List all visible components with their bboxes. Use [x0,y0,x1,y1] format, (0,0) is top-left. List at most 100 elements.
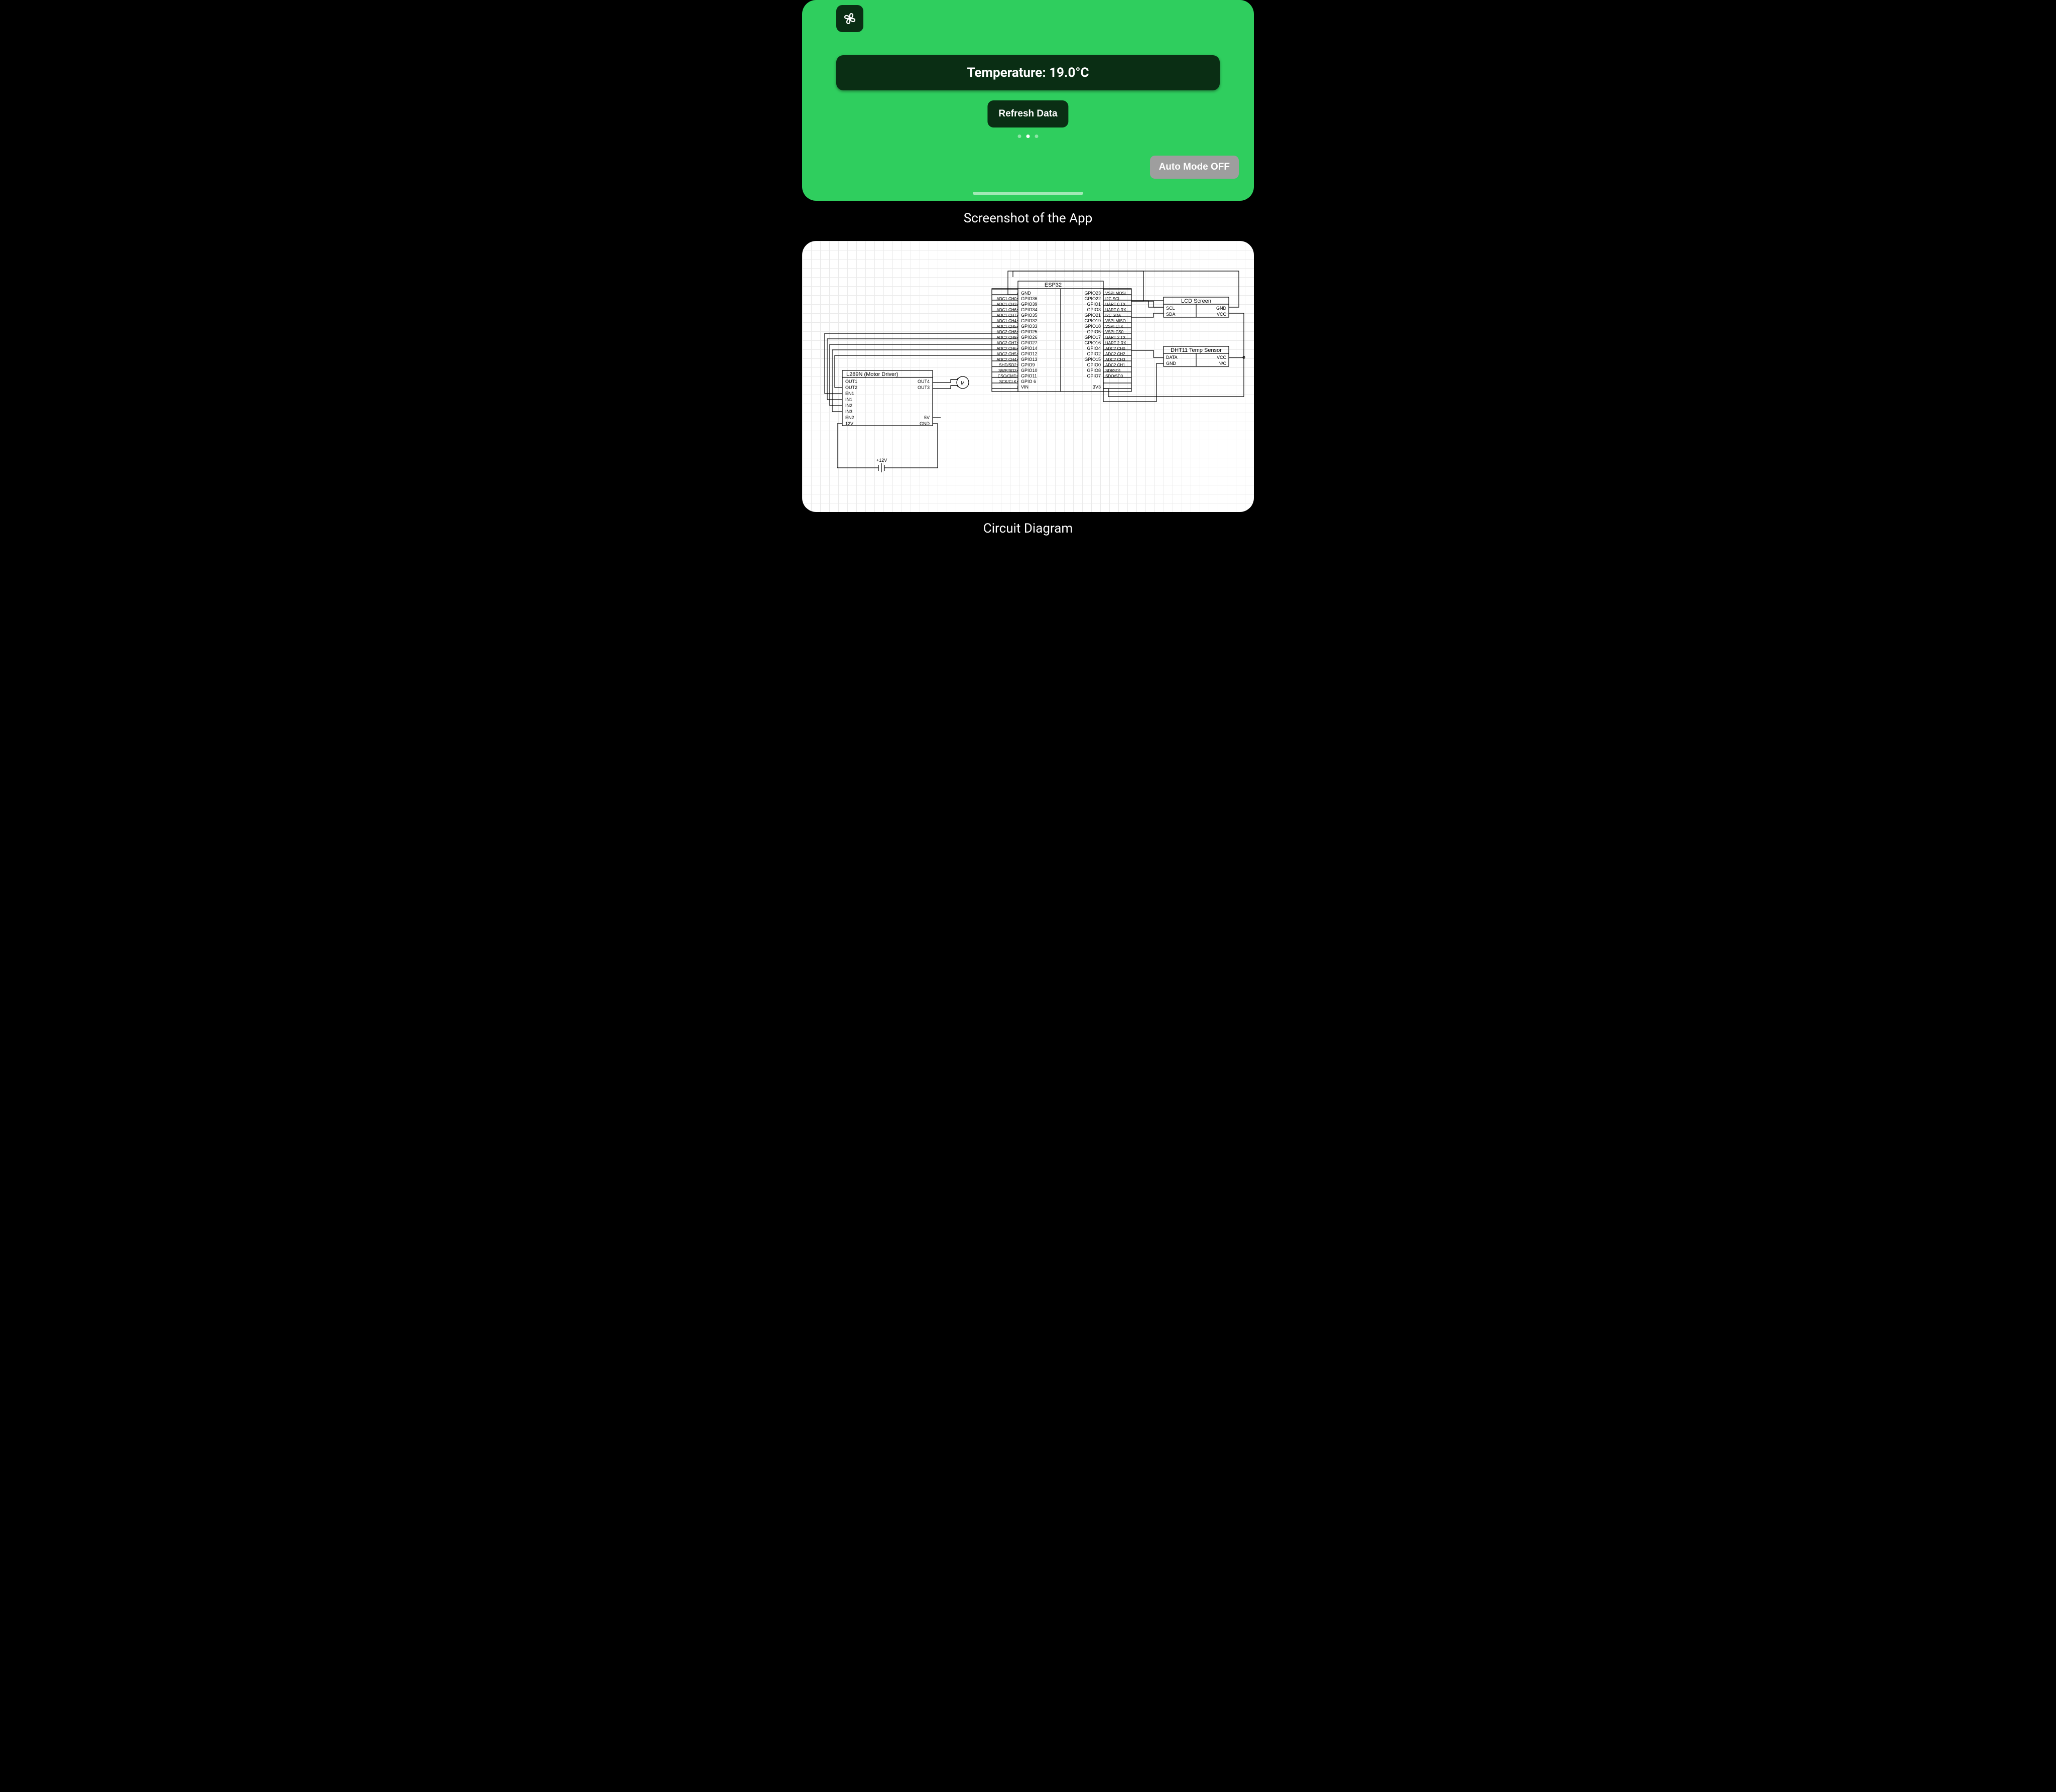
svg-text:UART 0 TX: UART 0 TX [1105,302,1126,307]
motor-driver-block: L289N (Motor Driver) OUT1OUT2EN1IN1IN2IN… [842,370,933,426]
svg-text:SDO/SD0: SDO/SD0 [1105,374,1123,378]
svg-text:GPIO18: GPIO18 [1084,324,1101,329]
svg-text:GPIO35: GPIO35 [1021,313,1038,318]
svg-text:M: M [961,380,965,386]
svg-text:VCC: VCC [1217,312,1227,317]
svg-text:GPIO33: GPIO33 [1021,324,1038,329]
lcd-block: LCD Screen SCL SDA GND VCC [1164,297,1229,317]
svg-text:GPIO19: GPIO19 [1084,318,1101,323]
svg-text:GPIO 6: GPIO 6 [1021,379,1036,384]
svg-text:GPIO17: GPIO17 [1084,335,1101,340]
svg-text:IN3: IN3 [845,409,852,414]
svg-text:GPIO0: GPIO0 [1087,362,1101,367]
svg-text:OUT4: OUT4 [918,379,930,384]
motor-driver-label: L289N (Motor Driver) [846,371,898,377]
svg-text:ADC2 CH4: ADC2 CH4 [996,357,1016,362]
svg-text:SWP/SD3: SWP/SD3 [998,368,1017,373]
circuit-caption: Circuit Diagram [732,521,1324,536]
page-dot[interactable] [1018,135,1021,138]
svg-text:N/C: N/C [1219,361,1227,366]
svg-text:SCL: SCL [1166,306,1175,311]
svg-text:GND: GND [1166,361,1177,366]
fan-icon-button[interactable] [836,5,863,32]
svg-text:GPIO16: GPIO16 [1084,340,1101,345]
svg-text:GPIO2: GPIO2 [1087,351,1101,356]
svg-text:VCC: VCC [1217,355,1227,360]
svg-text:GPIO32: GPIO32 [1021,318,1038,323]
svg-text:GPIO25: GPIO25 [1021,329,1038,334]
svg-text:GPIO8: GPIO8 [1087,368,1101,373]
svg-text:GPIO3: GPIO3 [1087,307,1101,312]
svg-text:GPIO34: GPIO34 [1021,307,1038,312]
svg-text:GPIO11: GPIO11 [1021,373,1037,378]
svg-text:GPIO36: GPIO36 [1021,296,1038,301]
esp32-label: ESP32 [1045,282,1062,288]
svg-text:ADC2 CH9: ADC2 CH9 [996,335,1016,340]
svg-text:GPIO23: GPIO23 [1084,291,1101,296]
svg-text:+12V: +12V [876,458,887,463]
temperature-display: Temperature: 19.0°C [836,55,1220,90]
svg-text:GND: GND [920,421,930,426]
svg-text:SDA: SDA [1166,312,1176,317]
svg-text:GND: GND [1216,306,1227,311]
svg-text:ADC2 CH8: ADC2 CH8 [996,330,1016,334]
temperature-text: Temperature: 19.0°C [967,65,1089,80]
svg-text:3V3: 3V3 [1093,385,1101,390]
page-dot[interactable] [1026,135,1030,138]
esp32-block: ESP32 GNDGPIO36GPIO39GPIO34GPIO35GPIO32G… [992,281,1131,392]
svg-text:IN1: IN1 [845,397,852,402]
svg-text:GPIO12: GPIO12 [1021,351,1038,356]
dht11-label: DHT11 Temp Sensor [1171,347,1222,353]
svg-text:OUT1: OUT1 [845,379,857,384]
svg-text:GPIO21: GPIO21 [1084,313,1101,318]
auto-mode-button[interactable]: Auto Mode OFF [1150,156,1239,179]
battery-symbol: +12V [867,458,923,472]
svg-text:ADC1 CH4: ADC1 CH4 [996,319,1016,323]
svg-text:GPIO13: GPIO13 [1021,357,1038,362]
svg-text:UART 0 RX: UART 0 RX [1105,308,1126,312]
svg-text:SCK/CLK: SCK/CLK [999,379,1017,384]
circuit-diagram-panel: ESP32 GNDGPIO36GPIO39GPIO34GPIO35GPIO32G… [802,241,1254,512]
svg-text:I2C SCL: I2C SCL [1105,297,1121,301]
svg-text:VSPI CLK: VSPI CLK [1105,324,1124,329]
svg-text:GPIO22: GPIO22 [1084,296,1101,301]
svg-text:ADC2 CH5: ADC2 CH5 [996,352,1016,356]
svg-text:UART 2 RX: UART 2 RX [1105,341,1126,345]
svg-text:UART 2 TX: UART 2 TX [1105,335,1126,340]
svg-text:ADC2 CH2: ADC2 CH2 [1105,352,1125,356]
page-indicator [1018,135,1039,138]
svg-text:GPIO7: GPIO7 [1087,373,1101,378]
svg-text:GPIO4: GPIO4 [1087,346,1101,351]
svg-text:VSPI MISO: VSPI MISO [1105,319,1126,323]
svg-text:ADC2 CH1: ADC2 CH1 [1105,363,1125,367]
svg-text:ADC1 CH6: ADC1 CH6 [996,308,1016,312]
home-indicator [973,192,1083,195]
refresh-button[interactable]: Refresh Data [987,100,1068,127]
svg-text:GPIO10: GPIO10 [1021,368,1038,373]
svg-text:ADC1 CH0: ADC1 CH0 [996,297,1016,301]
svg-text:VIN: VIN [1021,385,1029,390]
svg-text:ADC2 CH7: ADC2 CH7 [996,341,1016,345]
page-dot[interactable] [1035,135,1039,138]
svg-text:SHD/SD2: SHD/SD2 [999,363,1016,367]
svg-text:GPIO27: GPIO27 [1021,340,1038,345]
svg-text:5V: 5V [924,415,930,420]
svg-text:I2C SDA: I2C SDA [1105,313,1121,318]
svg-text:EN1: EN1 [845,391,854,396]
svg-text:VSPI CS0: VSPI CS0 [1105,330,1124,334]
svg-text:EN2: EN2 [845,415,854,420]
svg-text:CSC/CMD: CSC/CMD [998,374,1017,378]
svg-text:ADC2 CH6: ADC2 CH6 [996,346,1016,351]
svg-text:GPIO5: GPIO5 [1087,329,1101,334]
svg-text:GPIO1: GPIO1 [1087,302,1101,307]
svg-text:GPIO15: GPIO15 [1084,357,1101,362]
svg-text:ADC1 CH5: ADC1 CH5 [996,324,1016,329]
circuit-svg: ESP32 GNDGPIO36GPIO39GPIO34GPIO35GPIO32G… [802,241,1254,512]
app-screenshot-panel: Temperature: 19.0°C Refresh Data Auto Mo… [802,0,1254,201]
svg-text:OUT3: OUT3 [918,385,930,390]
svg-text:GPIO14: GPIO14 [1021,346,1038,351]
dht11-block: DHT11 Temp Sensor DATA GND VCC N/C [1164,346,1229,366]
fan-icon [841,10,858,27]
svg-text:GPIO9: GPIO9 [1021,362,1035,367]
lcd-label: LCD Screen [1181,298,1211,304]
